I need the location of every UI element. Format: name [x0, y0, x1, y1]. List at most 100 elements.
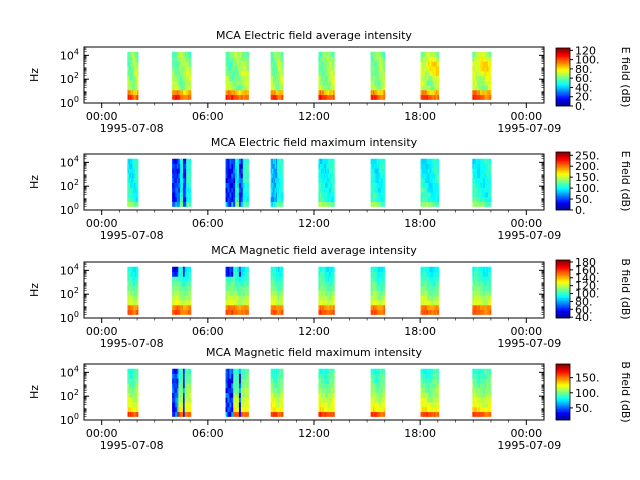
colorbar-segment — [556, 188, 570, 190]
colorbar-segment — [556, 159, 570, 161]
x-date-label-start: 1995-07-08 — [100, 337, 164, 350]
colorbar-segment — [556, 160, 570, 163]
y-tick-label: 100 — [60, 202, 79, 217]
colorbar-segment — [556, 390, 570, 393]
colorbar-segment — [556, 157, 570, 160]
colorbar-segment — [556, 153, 570, 156]
x-tick-label: 00:00 — [86, 325, 118, 338]
x-tick-label: 00:00 — [510, 110, 542, 123]
colorbar-tick-label: 80. — [575, 63, 593, 76]
panel-title: MCA Magnetic field maximum intensity — [206, 346, 422, 359]
orbit-pass — [420, 158, 440, 207]
orbit-pass — [127, 158, 139, 207]
colorbar-segment — [556, 205, 570, 208]
colorbar-tick-label: 20. — [575, 91, 593, 104]
orbit-pass — [127, 51, 139, 100]
colorbar-segment — [556, 58, 570, 60]
colorbar-segment — [556, 379, 570, 382]
y-tick-label: 104 — [60, 47, 79, 62]
y-axis-label: Hz — [28, 283, 41, 297]
x-tick-label: 18:00 — [404, 427, 436, 440]
y-axis-label: Hz — [28, 175, 41, 189]
colorbar-segment — [556, 281, 570, 284]
colorbar-segment — [556, 181, 570, 183]
colorbar-segment — [556, 376, 570, 379]
orbit-pass — [318, 158, 335, 207]
panel-title: MCA Magnetic field average intensity — [211, 244, 417, 257]
x-tick-label: 12:00 — [298, 110, 330, 123]
x-tick-label: 12:00 — [298, 325, 330, 338]
colorbar-tick-label: 40. — [575, 311, 593, 324]
colorbar-segment — [556, 90, 570, 92]
colorbar-segment — [556, 396, 570, 398]
colorbar-segment — [556, 265, 570, 268]
colorbar-tick-label: 100. — [575, 387, 600, 400]
colorbar-segment — [556, 185, 570, 188]
colorbar-segment — [556, 313, 570, 316]
colorbar-segment — [556, 182, 570, 185]
colorbar-segment — [556, 304, 570, 307]
y-tick-label: 102 — [60, 388, 79, 403]
colorbar-segment — [556, 156, 570, 159]
x-date-label-end: 1995-07-09 — [497, 229, 561, 242]
colorbar-segment — [556, 378, 570, 380]
orbit-pass — [370, 51, 386, 100]
colorbar-segment — [556, 81, 570, 84]
colorbar-tick-label: 0. — [575, 204, 586, 217]
colorbar-segment — [556, 201, 570, 204]
orbit-pass — [225, 368, 249, 417]
x-tick-label: 12:00 — [298, 217, 330, 230]
y-tick-label: 104 — [60, 364, 79, 379]
orbit-pass — [270, 51, 284, 100]
colorbar-segment — [556, 98, 570, 101]
colorbar-segment — [556, 75, 570, 78]
orbit-pass — [225, 51, 249, 100]
x-date-label-end: 1995-07-09 — [497, 122, 561, 135]
colorbar-segment — [556, 207, 570, 209]
colorbar-segment — [556, 101, 570, 104]
colorbar-segment — [556, 175, 570, 177]
colorbar-segment — [556, 48, 570, 50]
colorbar-segment — [556, 195, 570, 198]
colorbar-tick-label: 180 — [575, 256, 596, 269]
colorbar-segment — [556, 52, 570, 55]
colorbar-segment — [556, 284, 570, 287]
colorbar-segment — [556, 310, 570, 313]
colorbar-label: B field (dB) — [619, 361, 632, 422]
colorbar-segment — [556, 406, 570, 408]
colorbar-segment — [556, 68, 570, 71]
colorbar-segment — [556, 411, 570, 414]
colorbar-segment — [556, 49, 570, 52]
colorbar-segment — [556, 380, 570, 383]
colorbar-segment — [556, 189, 570, 192]
colorbar-segment — [556, 291, 570, 294]
colorbar-label: E field (dB) — [619, 47, 632, 108]
colorbar-segment — [556, 172, 570, 175]
orbit-pass — [225, 158, 249, 207]
colorbar-segment — [556, 62, 570, 65]
colorbar-segment — [556, 375, 570, 377]
colorbar-tick-label: 150. — [575, 372, 600, 385]
colorbar-tick-label: 150. — [575, 171, 600, 184]
colorbar-segment — [556, 309, 570, 312]
colorbar-tick-label: 160. — [575, 264, 600, 277]
magnetic-maximum-panel: MCA Magnetic field maximum intensity 100 1… — [28, 346, 632, 452]
colorbar-segment — [556, 104, 570, 107]
colorbar-tick-label: 60. — [575, 303, 593, 316]
colorbar-segment — [556, 315, 570, 317]
colorbar-segment — [556, 297, 570, 300]
colorbar-segment — [556, 72, 570, 75]
colorbar-segment — [556, 191, 570, 193]
colorbar-segment — [556, 372, 570, 375]
colorbar-segment — [556, 78, 570, 81]
y-tick-label: 104 — [60, 262, 79, 277]
colorbar-segment — [556, 170, 570, 173]
colorbar-segment — [556, 202, 570, 205]
colorbar-segment — [556, 382, 570, 384]
colorbar-segment — [556, 386, 570, 389]
colorbar-segment — [556, 84, 570, 86]
x-date-label-start: 1995-07-08 — [100, 122, 164, 135]
colorbar-segment — [556, 293, 570, 296]
colorbar-frame — [555, 363, 571, 421]
